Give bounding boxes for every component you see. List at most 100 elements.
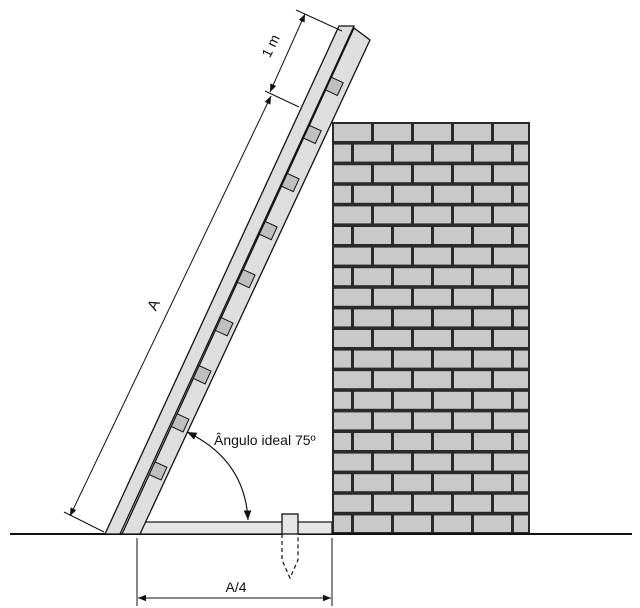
dim-a-ext-top — [264, 90, 300, 108]
brick — [334, 206, 371, 224]
brick — [354, 474, 391, 492]
brick — [454, 494, 491, 512]
brick — [334, 165, 371, 183]
brick — [454, 247, 491, 265]
angle-label: Ângulo ideal 75º — [214, 432, 316, 448]
dimension-a: A — [63, 90, 300, 533]
brick — [374, 165, 411, 183]
brick — [494, 453, 528, 471]
brick — [434, 309, 471, 327]
ladder-rung — [324, 76, 344, 97]
brick — [454, 124, 491, 141]
brick — [374, 494, 411, 512]
brick — [394, 433, 431, 450]
brick — [514, 474, 528, 492]
brick — [394, 391, 431, 409]
brick — [354, 268, 391, 286]
brick — [454, 453, 491, 471]
brick — [354, 433, 391, 450]
brick — [514, 350, 528, 368]
brick — [354, 185, 391, 203]
brick — [434, 391, 471, 409]
wall-bricks — [334, 124, 528, 532]
stake — [281, 513, 299, 580]
brick — [514, 144, 528, 162]
brick — [454, 165, 491, 183]
brick — [494, 412, 528, 430]
brick — [334, 288, 371, 306]
brick — [474, 144, 511, 162]
angle-arc — [186, 431, 252, 521]
brick — [414, 124, 451, 141]
dim-a4-label: A/4 — [225, 579, 246, 595]
ladder-rung — [302, 124, 322, 145]
brick — [414, 371, 451, 389]
brick — [334, 412, 371, 430]
brick — [414, 165, 451, 183]
brick — [334, 453, 371, 471]
brick — [394, 515, 431, 532]
brick — [474, 515, 511, 532]
brick — [334, 330, 371, 347]
brick — [514, 185, 528, 203]
brick — [334, 227, 351, 244]
brick — [374, 330, 411, 347]
brick — [374, 206, 411, 224]
brick — [334, 124, 371, 141]
brick — [334, 371, 371, 389]
brick — [494, 206, 528, 224]
brick — [474, 227, 511, 244]
angle-indicator: Ângulo ideal 75º — [186, 431, 316, 521]
brick — [434, 185, 471, 203]
brick — [394, 268, 431, 286]
brick — [434, 227, 471, 244]
brick — [334, 515, 351, 532]
brick — [354, 391, 391, 409]
brick — [374, 247, 411, 265]
brick — [454, 206, 491, 224]
dimension-a4: A/4 — [136, 538, 333, 606]
brick — [334, 391, 351, 409]
brick — [494, 247, 528, 265]
brick — [374, 371, 411, 389]
brick — [414, 247, 451, 265]
brick — [354, 515, 391, 532]
brick — [434, 144, 471, 162]
brick — [354, 309, 391, 327]
dim-a-line — [69, 95, 272, 517]
brick — [494, 494, 528, 512]
brick — [514, 391, 528, 409]
brick — [474, 185, 511, 203]
ladder — [103, 25, 371, 535]
dim-1m-line — [269, 13, 306, 93]
brick — [434, 515, 471, 532]
brick — [454, 412, 491, 430]
brick — [374, 124, 411, 141]
brick — [374, 412, 411, 430]
brick — [474, 268, 511, 286]
brick — [394, 350, 431, 368]
brick — [394, 474, 431, 492]
brick — [514, 268, 528, 286]
brick — [494, 124, 528, 141]
brick — [434, 474, 471, 492]
brick — [454, 371, 491, 389]
ladder-rungs — [148, 76, 344, 481]
brick — [334, 309, 351, 327]
brick — [434, 350, 471, 368]
brick — [394, 227, 431, 244]
brick — [494, 330, 528, 347]
dim-a-label: A — [144, 297, 164, 313]
brick — [494, 371, 528, 389]
brick — [354, 144, 391, 162]
dim-1m-ext-top — [295, 9, 343, 32]
brick — [334, 185, 351, 203]
brick — [334, 494, 371, 512]
brick — [474, 350, 511, 368]
brick — [354, 227, 391, 244]
brick — [414, 206, 451, 224]
brick — [334, 350, 351, 368]
brick — [414, 330, 451, 347]
brick — [474, 433, 511, 450]
